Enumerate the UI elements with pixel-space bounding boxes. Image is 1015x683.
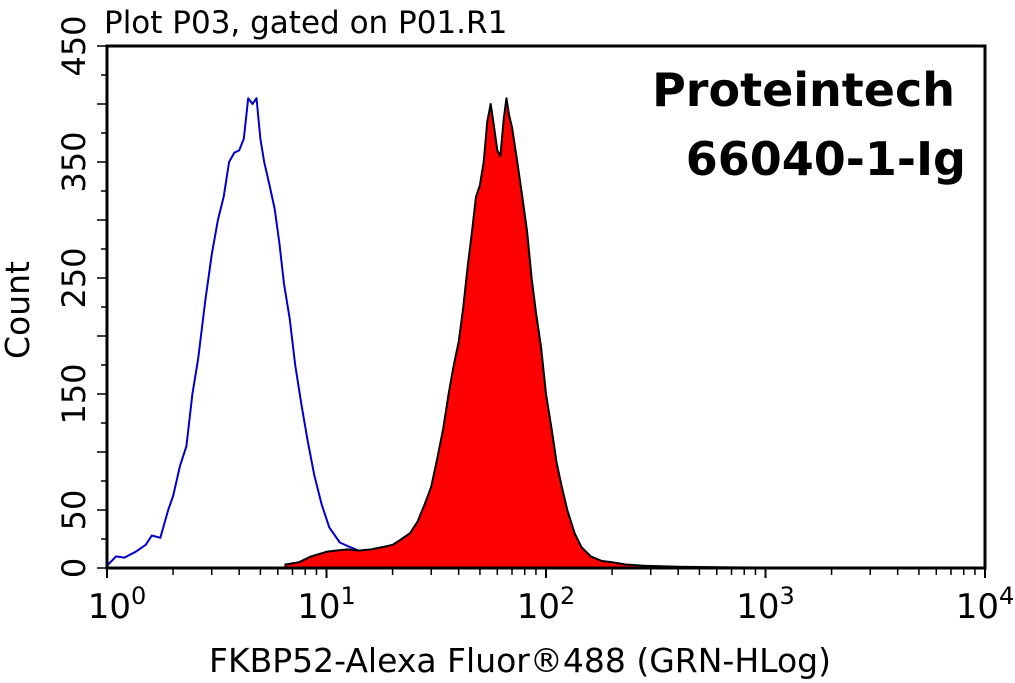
y-tick-label: 350 — [55, 131, 93, 192]
y-tick-label: 450 — [55, 15, 93, 76]
catalog-annotation: 66040-1-Ig — [686, 132, 966, 186]
control-histogram-line — [106, 97, 369, 567]
x-axis-label: FKBP52-Alexa Fluor®488 (GRN-HLog) — [209, 641, 831, 680]
chart-title: Plot P03, gated on P01.R1 — [104, 5, 507, 41]
x-tick-label: 100 — [88, 582, 147, 627]
x-tick-label: 104 — [956, 582, 1015, 627]
y-tick-label: 50 — [55, 490, 93, 531]
y-tick-label: 250 — [55, 247, 93, 308]
x-tick-label: 103 — [736, 582, 795, 627]
y-tick-label: 0 — [55, 558, 93, 578]
y-axis-label: Count — [0, 261, 37, 359]
y-tick-label: 150 — [55, 363, 93, 424]
sample-histogram-area — [284, 97, 976, 569]
x-tick-label: 101 — [297, 582, 356, 627]
brand-annotation: Proteintech — [652, 63, 955, 117]
x-tick-label: 102 — [517, 582, 576, 627]
